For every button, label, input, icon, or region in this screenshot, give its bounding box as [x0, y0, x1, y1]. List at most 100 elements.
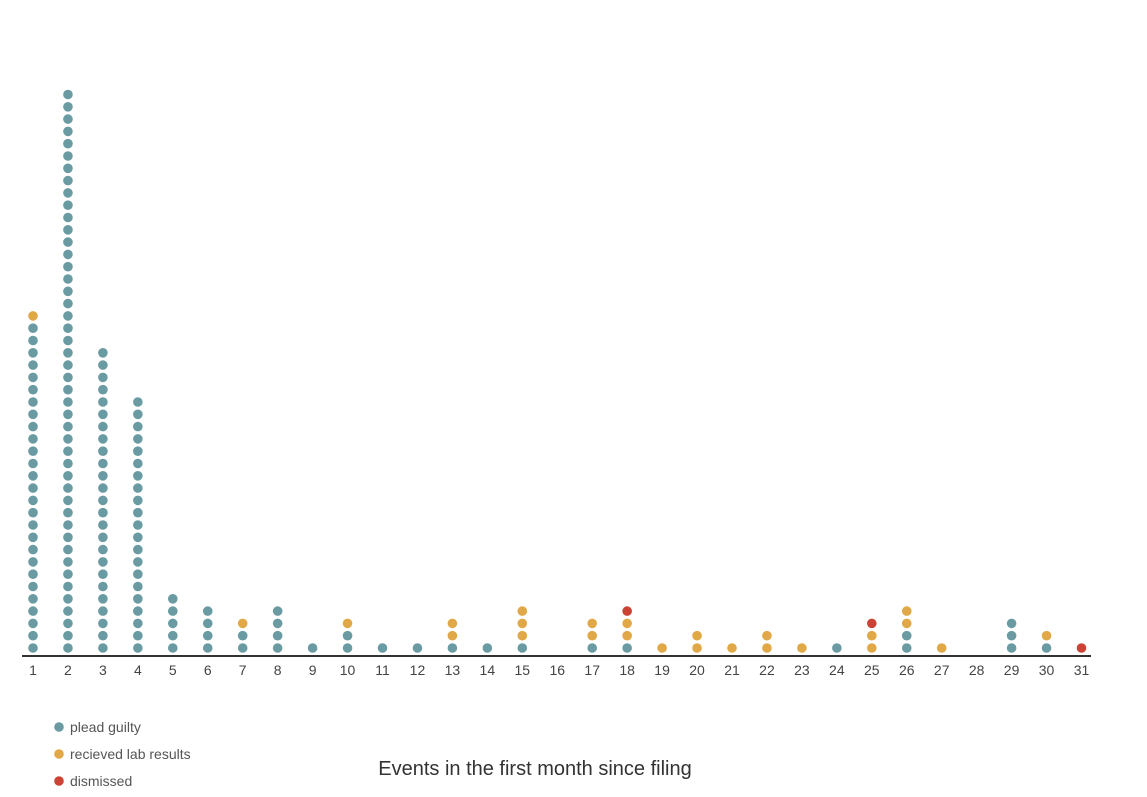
dot-day-2-series-0 [63, 458, 73, 469]
dot-day-8-series-0 [272, 630, 283, 641]
x-tick-label: 17 [584, 662, 600, 678]
dot-day-3-series-0 [98, 581, 108, 592]
dot-day-3-series-0 [98, 409, 108, 420]
x-tick-label: 6 [204, 662, 212, 678]
x-tick-label: 19 [654, 662, 670, 678]
dot-day-4-series-0 [133, 557, 143, 567]
dot-day-20-series-1 [692, 630, 702, 641]
dot-day-8-series-0 [272, 606, 283, 616]
dot-day-22-series-1 [762, 630, 772, 641]
dot-day-3-series-0 [98, 520, 108, 530]
dot-day-3-series-0 [98, 360, 108, 370]
dot-day-2-series-0 [63, 421, 73, 432]
dot-day-7-series-1 [237, 618, 248, 629]
dot-day-26-series-1 [901, 606, 912, 616]
dot-day-3-series-0 [98, 446, 108, 457]
dot-day-7-series-0 [237, 643, 248, 653]
dot-day-3-series-0 [98, 483, 108, 493]
dot-day-3-series-0 [98, 643, 108, 653]
dot-day-4-series-0 [133, 594, 143, 604]
dot-day-1-series-0 [28, 520, 38, 530]
dot-day-10-series-0 [342, 643, 353, 653]
dot-day-3-series-0 [98, 532, 108, 543]
x-tick-label: 7 [239, 662, 247, 678]
dot-day-30-series-0 [1041, 643, 1052, 653]
x-tick-label: 23 [794, 662, 810, 678]
dot-day-2-series-0 [63, 606, 73, 616]
dot-day-1-series-0 [28, 360, 38, 370]
dot-day-18-series-1 [622, 630, 632, 641]
dot-day-1-series-0 [28, 446, 38, 457]
dot-day-2-series-0 [63, 643, 73, 653]
dot-day-2-series-0 [63, 434, 73, 444]
dot-day-4-series-0 [133, 581, 143, 592]
dot-day-1-series-0 [28, 581, 38, 592]
dot-day-21-series-1 [727, 643, 737, 653]
dot-day-4-series-0 [133, 495, 143, 506]
dot-day-2-series-0 [63, 212, 73, 223]
dot-day-4-series-0 [133, 520, 143, 530]
legend-label: dismissed [70, 773, 132, 789]
x-tick-label: 14 [480, 662, 496, 678]
dot-day-2-series-0 [63, 274, 73, 284]
x-tick-label: 24 [829, 662, 845, 678]
dot-day-3-series-0 [98, 434, 108, 444]
x-tick-label: 26 [899, 662, 915, 678]
dot-day-1-series-0 [28, 323, 38, 334]
dot-day-26-series-1 [901, 618, 912, 629]
dot-day-3-series-0 [98, 594, 108, 604]
dot-day-2-series-0 [63, 102, 73, 112]
dot-day-25-series-2 [867, 618, 877, 629]
dot-day-2-series-0 [63, 237, 73, 247]
dot-day-2-series-0 [63, 520, 73, 530]
dot-day-2-series-0 [63, 557, 73, 567]
dot-day-5-series-0 [168, 643, 178, 653]
dot-day-6-series-0 [202, 618, 213, 629]
dot-day-2-series-0 [63, 483, 73, 493]
dot-day-1-series-0 [28, 384, 38, 395]
dot-day-2-series-0 [63, 384, 73, 395]
dot-day-2-series-0 [63, 298, 73, 309]
x-tick-label: 8 [274, 662, 282, 678]
dot-day-4-series-0 [133, 409, 143, 420]
dot-day-15-series-1 [517, 618, 528, 629]
dots-layer [28, 89, 1087, 653]
dot-day-3-series-0 [98, 606, 108, 616]
dot-day-2-series-0 [63, 495, 73, 506]
dot-day-3-series-0 [98, 557, 108, 567]
dot-day-2-series-0 [63, 532, 73, 543]
x-tick-label: 5 [169, 662, 177, 678]
dot-day-5-series-0 [168, 606, 178, 616]
dot-day-5-series-0 [168, 618, 178, 629]
dot-day-2-series-0 [63, 471, 73, 481]
x-tick-label: 9 [309, 662, 317, 678]
dot-day-27-series-1 [936, 643, 947, 653]
x-tick-label: 1 [29, 662, 37, 678]
dot-day-15-series-0 [517, 643, 528, 653]
dot-day-13-series-1 [447, 630, 458, 641]
dot-day-26-series-0 [901, 630, 912, 641]
dot-day-4-series-0 [133, 471, 143, 481]
x-tick-label: 10 [340, 662, 356, 678]
dot-day-4-series-0 [133, 532, 143, 543]
dot-day-1-series-0 [28, 458, 38, 469]
legend-label: plead guilty [70, 719, 141, 735]
x-tick-label: 29 [1004, 662, 1020, 678]
dot-day-1-series-0 [28, 618, 38, 629]
dot-day-2-series-0 [63, 163, 73, 174]
x-tick-label: 4 [134, 662, 142, 678]
dot-day-1-series-0 [28, 397, 38, 407]
dot-day-1-series-0 [28, 434, 38, 444]
dot-day-2-series-0 [63, 569, 73, 579]
dot-day-3-series-0 [98, 397, 108, 407]
dot-day-1-series-0 [28, 335, 38, 346]
dot-day-2-series-0 [63, 249, 73, 260]
dot-day-3-series-0 [98, 544, 108, 555]
dot-day-1-series-0 [28, 532, 38, 543]
dot-day-25-series-1 [867, 643, 877, 653]
dot-day-3-series-0 [98, 372, 108, 383]
dot-day-1-series-0 [28, 630, 38, 641]
x-tick-label: 25 [864, 662, 880, 678]
dot-day-3-series-0 [98, 507, 108, 518]
dot-day-8-series-0 [272, 643, 283, 653]
